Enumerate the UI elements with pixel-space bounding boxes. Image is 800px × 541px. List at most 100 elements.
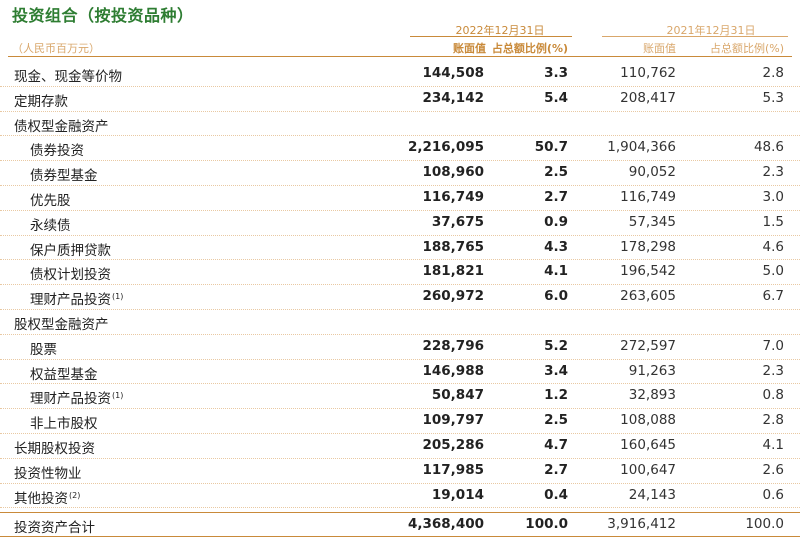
table-row: 投资性物业 117,985 2.7 100,647 2.6: [0, 459, 800, 484]
pct-2021: 1.5: [762, 213, 784, 230]
column-header-pct-2022: 占总额比例(%): [491, 42, 568, 55]
value-2021: 100,647: [620, 461, 676, 478]
row-label: 长期股权投资: [14, 440, 95, 457]
pct-2021: 0.8: [762, 387, 784, 404]
pct-2021: 0.6: [762, 486, 784, 503]
pct-2022: 6.0: [544, 288, 568, 305]
row-label: 理财产品投资(1): [30, 391, 124, 408]
year-2022-rule: [410, 36, 572, 37]
table-row-group-header: 股权型金融资产: [0, 310, 800, 335]
pct-2021: 3.0: [762, 188, 784, 205]
pct-2021: 2.6: [762, 461, 784, 478]
table-row: 非上市股权 109,797 2.5 108,088 2.8: [0, 409, 800, 434]
table-row: 债券型基金 108,960 2.5 90,052 2.3: [0, 161, 800, 186]
value-2022: 37,675: [431, 213, 484, 230]
value-2021: 3,916,412: [607, 516, 676, 533]
pct-2022: 5.4: [544, 89, 568, 106]
row-label: 债券投资: [30, 143, 84, 160]
row-label: 优先股: [30, 192, 71, 209]
table-row: 永续债 37,675 0.9 57,345 1.5: [0, 211, 800, 236]
row-label: 定期存款: [14, 93, 68, 110]
value-2021: 196,542: [620, 263, 676, 280]
pct-2021: 5.3: [762, 89, 784, 106]
value-2021: 160,645: [620, 436, 676, 453]
pct-2022: 100.0: [525, 516, 568, 533]
value-2021: 91,263: [628, 362, 676, 379]
row-label: 理财产品投资(1): [30, 292, 124, 309]
value-2022: 117,985: [422, 461, 485, 478]
pct-2022: 2.5: [544, 164, 568, 181]
pct-2022: 1.2: [544, 387, 568, 404]
value-2021: 178,298: [620, 238, 676, 255]
investment-table: 现金、现金等价物 144,508 3.3 110,762 2.8 定期存款 23…: [0, 62, 800, 538]
table-row: 债券投资 2,216,095 50.7 1,904,366 48.6: [0, 136, 800, 162]
page-title: 投资组合（按投资品种）: [12, 6, 194, 25]
value-2021: 108,088: [620, 412, 676, 429]
row-label: 保户质押贷款: [30, 242, 111, 259]
value-2022: 144,508: [422, 65, 485, 81]
table-row-total: 投资资产合计 4,368,400 100.0 3,916,412 100.0: [0, 512, 800, 538]
pct-2022: 2.7: [544, 188, 568, 205]
footnote-marker: (2): [69, 490, 81, 500]
pct-2021: 48.6: [753, 139, 784, 156]
value-2022: 260,972: [422, 288, 485, 305]
column-header-value-2022: 账面值: [453, 42, 486, 55]
year-2022-header: 2022年12月31日: [455, 24, 545, 37]
row-label: 其他投资(2): [14, 490, 81, 507]
pct-2021: 2.3: [762, 164, 784, 181]
value-2022: 181,821: [422, 263, 485, 280]
value-2022: 109,797: [422, 412, 485, 429]
pct-2021: 2.8: [762, 412, 784, 429]
pct-2022: 0.4: [544, 486, 568, 503]
value-2022: 50,847: [431, 387, 484, 404]
value-2022: 146,988: [422, 362, 485, 379]
pct-2021: 100.0: [745, 516, 784, 533]
value-2021: 208,417: [620, 89, 676, 106]
year-2021-header: 2021年12月31日: [666, 24, 756, 37]
value-2021: 90,052: [628, 164, 676, 181]
value-2021: 32,893: [628, 387, 676, 404]
row-label: 债券型基金: [30, 168, 98, 185]
value-2022: 205,286: [422, 436, 485, 453]
table-row: 定期存款 234,142 5.4 208,417 5.3: [0, 87, 800, 112]
pct-2022: 2.5: [544, 412, 568, 429]
row-label: 债权型金融资产: [14, 118, 109, 135]
value-2021: 116,749: [620, 188, 676, 205]
table-row-group-header: 债权型金融资产: [0, 112, 800, 137]
header-rule: [8, 56, 792, 57]
value-2022: 116,749: [422, 188, 485, 205]
pct-2021: 4.1: [762, 436, 784, 453]
pct-2022: 3.4: [544, 362, 568, 379]
pct-2022: 3.3: [544, 65, 568, 81]
value-2022: 2,216,095: [407, 139, 484, 156]
value-2022: 228,796: [422, 337, 485, 354]
value-2022: 234,142: [422, 89, 485, 106]
unit-label: （人民币百万元）: [12, 42, 100, 55]
row-label: 现金、现金等价物: [14, 69, 122, 85]
value-2021: 110,762: [620, 65, 676, 81]
value-2022: 19,014: [431, 486, 484, 503]
row-label: 投资资产合计: [14, 520, 95, 537]
value-2022: 188,765: [422, 238, 485, 255]
row-label: 股票: [30, 341, 57, 358]
pct-2021: 4.6: [762, 238, 784, 255]
value-2021: 1,904,366: [607, 139, 676, 156]
table-row: 其他投资(2) 19,014 0.4 24,143 0.6: [0, 484, 800, 509]
year-2021-rule: [602, 36, 788, 37]
table-row: 权益型基金 146,988 3.4 91,263 2.3: [0, 360, 800, 385]
table-row: 股票 228,796 5.2 272,597 7.0: [0, 335, 800, 360]
footnote-marker: (1): [112, 391, 124, 401]
footnote-marker: (1): [112, 292, 124, 302]
row-label: 股权型金融资产: [14, 316, 109, 333]
pct-2022: 0.9: [544, 213, 568, 230]
pct-2022: 4.7: [544, 436, 568, 453]
table-row: 优先股 116,749 2.7 116,749 3.0: [0, 186, 800, 211]
table-row: 保户质押贷款 188,765 4.3 178,298 4.6: [0, 236, 800, 261]
row-label: 权益型基金: [30, 366, 98, 383]
table-row: 理财产品投资(1) 260,972 6.0 263,605 6.7: [0, 285, 800, 310]
value-2022: 4,368,400: [407, 516, 484, 533]
column-header-value-2021: 账面值: [643, 42, 676, 55]
value-2021: 263,605: [620, 288, 676, 305]
pct-2022: 4.3: [544, 238, 568, 255]
pct-2022: 50.7: [534, 139, 568, 156]
